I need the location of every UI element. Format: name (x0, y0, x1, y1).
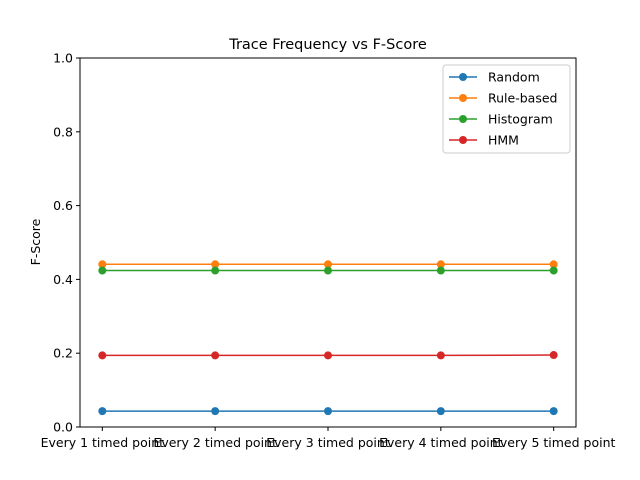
y-axis-ticks: 0.0 0.2 0.4 0.6 0.8 1.0 (53, 51, 80, 435)
legend-item-random: Random (449, 70, 540, 85)
y-tick-label: 0.0 (53, 420, 73, 435)
data-point-hmm (436, 351, 445, 360)
legend-swatch-marker (459, 115, 467, 123)
x-tick-label: Every 3 timed point (266, 435, 390, 450)
data-point-histogram (98, 266, 107, 275)
data-point-random (436, 407, 445, 416)
legend-label: Random (488, 70, 540, 85)
data-point-hmm (324, 351, 332, 360)
legend-swatch-marker (459, 73, 467, 81)
x-tick-label: Every 2 timed point (153, 435, 277, 450)
x-tick-label: Every 4 timed point (379, 435, 503, 450)
legend-label: Histogram (488, 112, 553, 127)
data-point-histogram (436, 266, 445, 275)
series-random (98, 407, 558, 416)
legend-item-hmm: HMM (449, 133, 519, 148)
x-tick-label: Every 5 timed point (492, 435, 616, 450)
legend-box (442, 64, 571, 154)
y-tick-label: 0.2 (53, 346, 73, 361)
y-axis-label: F-Score (28, 218, 43, 265)
data-point-rule-based (324, 260, 332, 269)
legend-swatch-marker (459, 94, 467, 102)
plot-frame (79, 57, 577, 428)
series-rule-based (98, 260, 558, 269)
legend-item-histogram: Histogram (449, 112, 553, 127)
y-tick-label: 0.6 (53, 198, 73, 213)
series-histogram (98, 266, 558, 275)
data-point-histogram (549, 266, 558, 275)
legend-label: HMM (488, 133, 519, 148)
data-point-rule-based (549, 260, 558, 269)
data-point-random (324, 407, 332, 416)
data-point-hmm (549, 351, 558, 360)
data-point-random (211, 407, 220, 416)
data-point-hmm (211, 351, 220, 360)
data-point-random (549, 407, 558, 416)
y-tick-label: 0.4 (53, 272, 73, 287)
legend-swatch-marker (459, 136, 467, 144)
chart-title: Trace Frequency vs F-Score (228, 37, 427, 53)
data-point-histogram (211, 266, 220, 275)
legend-label: Rule-based (488, 91, 557, 106)
legend-item-rule-based: Rule-based (449, 91, 557, 106)
data-point-rule-based (98, 260, 107, 269)
data-point-rule-based (436, 260, 445, 269)
data-point-hmm (98, 351, 107, 360)
data-point-histogram (324, 266, 332, 275)
data-point-rule-based (211, 260, 220, 269)
series-hmm (98, 351, 558, 360)
legend: Random Rule-based Histogram HMM (442, 64, 571, 154)
data-point-random (98, 407, 107, 416)
x-tick-label: Every 1 timed point (41, 435, 165, 450)
y-tick-label: 1.0 (53, 51, 73, 66)
series-layer (98, 260, 558, 416)
y-tick-label: 0.8 (53, 124, 73, 139)
